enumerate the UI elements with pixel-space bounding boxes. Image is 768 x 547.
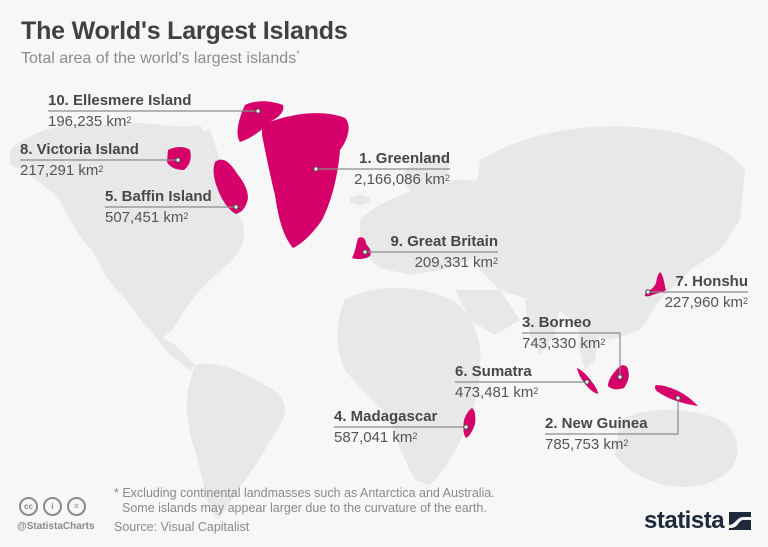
island-name: 5. Baffin Island <box>105 188 212 205</box>
cc-license-icon[interactable]: cc <box>19 497 38 516</box>
label-madagascar: 4. Madagascar 587,041 km2 <box>334 408 437 447</box>
island-area: 217,291 km2 <box>20 162 139 180</box>
island-name: 8. Victoria Island <box>20 141 139 158</box>
area-value: 507,451 km <box>105 209 184 226</box>
label-ellesmere: 10. Ellesmere Island 196,235 km2 <box>48 92 191 131</box>
label-great-britain: 9. Great Britain 209,331 km2 <box>365 233 498 272</box>
footnote-line-2: Some islands may appear larger due to th… <box>122 501 487 515</box>
island-area: 473,481 km2 <box>455 384 538 402</box>
island-name: 9. Great Britain <box>390 233 498 250</box>
label-baffin: 5. Baffin Island 507,451 km2 <box>105 188 212 227</box>
madagascar-shape <box>463 408 476 438</box>
chart-subtitle: Total area of the world's largest island… <box>21 49 300 68</box>
island-name: 3. Borneo <box>522 314 592 331</box>
source-credit: Source: Visual Capitalist <box>114 520 250 534</box>
footnote: * Excluding continental landmasses such … <box>114 486 495 516</box>
new-guinea-shape <box>654 385 698 406</box>
area-unit-exponent: 2 <box>183 211 189 221</box>
area-unit-exponent: 2 <box>412 431 418 441</box>
label-sumatra: 6. Sumatra 473,481 km2 <box>455 363 538 402</box>
area-unit-exponent: 2 <box>623 438 629 448</box>
area-unit-exponent: 2 <box>444 173 450 183</box>
area-value: 785,753 km <box>545 436 624 453</box>
subtitle-text: Total area of the world's largest island… <box>21 50 297 67</box>
island-name: 2. New Guinea <box>545 415 648 432</box>
area-value: 217,291 km <box>20 162 99 179</box>
label-victoria: 8. Victoria Island 217,291 km2 <box>20 141 139 180</box>
area-value: 743,330 km <box>522 335 601 352</box>
area-unit-exponent: 2 <box>126 115 132 125</box>
island-area: 196,235 km2 <box>48 113 191 131</box>
island-area: 507,451 km2 <box>105 209 212 227</box>
island-name: 4. Madagascar <box>334 408 438 425</box>
area-value: 227,960 km <box>664 294 743 311</box>
leader-lines <box>20 110 748 435</box>
label-greenland: 1. Greenland 2,166,086 km2 <box>316 150 450 189</box>
attribution-icon[interactable]: i <box>43 497 62 516</box>
no-derivatives-icon[interactable]: = <box>67 497 86 516</box>
island-name: 10. Ellesmere Island <box>48 92 192 109</box>
marker-dots <box>175 108 681 430</box>
baffin-shape <box>213 159 248 214</box>
label-new-guinea: 2. New Guinea 785,753 km2 <box>545 415 648 454</box>
twitter-handle[interactable]: @StatistaCharts <box>17 521 95 532</box>
logo-text: statista <box>644 507 725 534</box>
island-name: 1. Greenland <box>359 150 450 167</box>
area-unit-exponent: 2 <box>492 256 498 266</box>
island-name: 6. Sumatra <box>455 363 532 380</box>
statista-logo[interactable]: statista <box>644 507 752 535</box>
greenland-shape <box>262 113 349 248</box>
island-area: 743,330 km2 <box>522 335 605 353</box>
area-value: 209,331 km <box>414 254 493 271</box>
area-value: 2,166,086 km <box>354 171 445 188</box>
area-unit-exponent: 2 <box>533 386 539 396</box>
label-borneo: 3. Borneo 743,330 km2 <box>522 314 605 353</box>
area-unit-exponent: 2 <box>98 164 104 174</box>
area-value: 587,041 km <box>334 429 413 446</box>
area-value: 473,481 km <box>455 384 534 401</box>
statista-mark-icon <box>729 512 752 530</box>
island-area: 227,960 km2 <box>648 294 748 312</box>
island-area: 587,041 km2 <box>334 429 437 447</box>
label-honshu: 7. Honshu 227,960 km2 <box>648 273 748 312</box>
area-value: 196,235 km <box>48 113 127 130</box>
island-area: 785,753 km2 <box>545 436 648 454</box>
footnote-line-1: * Excluding continental landmasses such … <box>114 486 495 500</box>
chart-title: The World's Largest Islands <box>21 17 348 45</box>
island-area: 209,331 km2 <box>365 254 498 272</box>
footnote-marker: * <box>296 49 300 59</box>
island-name: 7. Honshu <box>675 273 748 290</box>
area-unit-exponent: 2 <box>742 296 748 306</box>
island-area: 2,166,086 km2 <box>316 171 450 189</box>
area-unit-exponent: 2 <box>600 337 606 347</box>
land-background <box>10 122 745 520</box>
